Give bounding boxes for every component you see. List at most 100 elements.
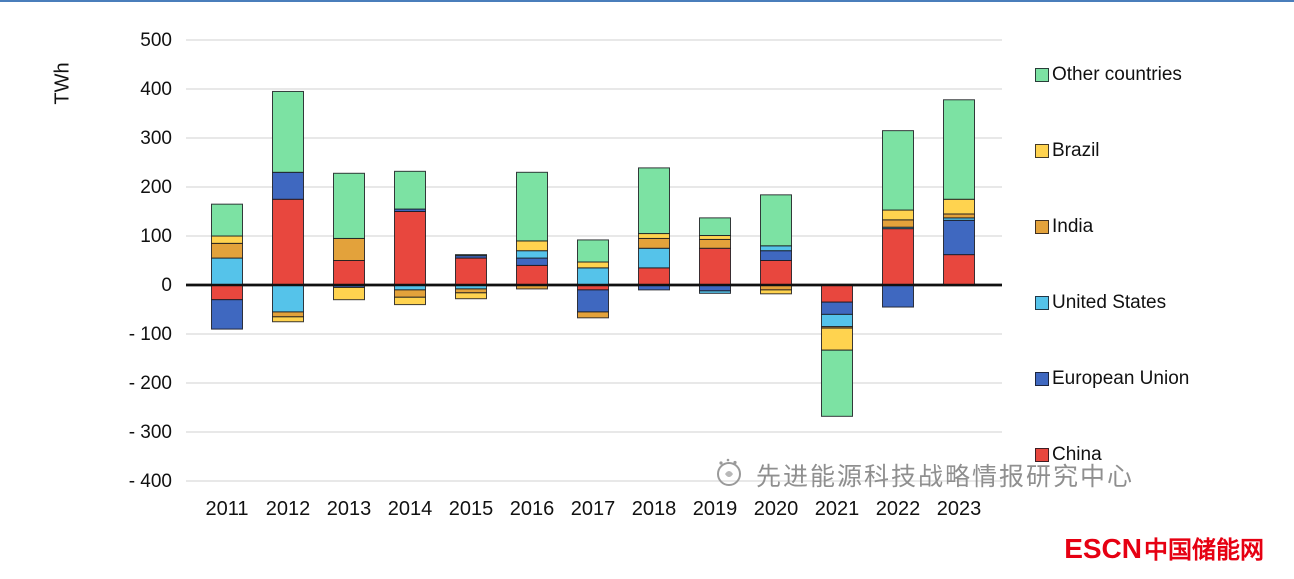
- bar-segment-european-union-2022: [882, 284, 914, 308]
- watermark-seal-icon: [712, 455, 746, 494]
- bar-segment-european-union-2021: [821, 301, 853, 315]
- legend-item-brazil: Brazil: [1035, 140, 1189, 162]
- bar-segment-brazil-2020: [760, 289, 792, 295]
- legend-item-china: China: [1035, 444, 1189, 466]
- legend-item-united-states: United States: [1035, 292, 1189, 314]
- x-tick-label: 2011: [205, 498, 248, 520]
- legend-item-european-union: European Union: [1035, 368, 1189, 390]
- bar-segment-china-2016: [516, 264, 548, 286]
- x-tick-label: 2015: [449, 498, 494, 520]
- y-tick-label: - 400: [129, 471, 172, 492]
- bar-segment-china-2015: [455, 257, 487, 286]
- bar-segment-brazil-2015: [455, 292, 487, 300]
- x-tick-label: 2023: [937, 498, 982, 520]
- legend-swatch-icon: [1035, 144, 1049, 158]
- x-tick-label: 2022: [876, 498, 921, 520]
- bar-segment-european-union-2017: [577, 289, 609, 313]
- bar-segment-other-countries-2016: [516, 171, 548, 242]
- footer-logo-cn: 中国储能网: [1144, 537, 1264, 564]
- bar-segment-other-countries-2013: [333, 172, 365, 239]
- bar-segment-india-2013: [333, 237, 365, 261]
- x-tick-label: 2019: [693, 498, 738, 520]
- x-tick-label: 2012: [266, 498, 311, 520]
- x-tick-label: 2020: [754, 498, 799, 520]
- bar-segment-china-2022: [882, 228, 914, 286]
- y-tick-label: 0: [161, 275, 172, 296]
- bar-segment-brazil-2023: [943, 198, 975, 215]
- legend-item-india: India: [1035, 216, 1189, 238]
- y-tick-label: 100: [140, 226, 172, 247]
- bar-segment-united-states-2021: [821, 313, 853, 328]
- bar-segment-european-union-2011: [211, 299, 243, 330]
- bar-segment-india-2023: [943, 213, 975, 219]
- bar-segment-india-2015: [455, 288, 487, 294]
- bar-segment-brazil-2011: [211, 235, 243, 244]
- legend-swatch-icon: [1035, 448, 1049, 462]
- bar-segment-china-2018: [638, 267, 670, 286]
- bar-segment-united-states-2020: [760, 245, 792, 252]
- bar-segment-other-countries-2021: [821, 349, 853, 417]
- legend-item-other-countries: Other countries: [1035, 64, 1189, 86]
- y-tick-label: 300: [140, 128, 172, 149]
- bar-segment-china-2013: [333, 260, 365, 286]
- bar-segment-china-2012: [272, 198, 304, 286]
- bar-segment-united-states-2012: [272, 284, 304, 313]
- legend-swatch-icon: [1035, 220, 1049, 234]
- bar-segment-india-2014: [394, 289, 426, 298]
- y-tick-label: - 300: [129, 422, 172, 443]
- bar-segment-other-countries-2018: [638, 167, 670, 235]
- legend-label: Other countries: [1052, 64, 1182, 85]
- bar-segment-india-2012: [272, 311, 304, 318]
- legend-swatch-icon: [1035, 68, 1049, 82]
- watermark: 先进能源科技战略情报研究中心: [712, 455, 1134, 494]
- bar-segment-other-countries-2014: [394, 170, 426, 210]
- chart-legend: Other countries Brazil India United States E…: [1035, 64, 1189, 466]
- x-tick-label: 2013: [327, 498, 372, 520]
- bar-segment-united-states-2011: [211, 257, 243, 286]
- bar-segment-brazil-2017: [577, 261, 609, 269]
- footer-logo-escn: ESCN: [1064, 533, 1142, 564]
- bar-segment-india-2018: [638, 237, 670, 249]
- x-tick-label: 2016: [510, 498, 555, 520]
- y-tick-label: 200: [140, 177, 172, 198]
- bar-segment-brazil-2019: [699, 235, 731, 240]
- bar-segment-european-union-2020: [760, 250, 792, 261]
- bar-segment-brazil-2021: [821, 327, 853, 351]
- x-tick-label: 2021: [815, 498, 860, 520]
- bar-segment-china-2020: [760, 260, 792, 286]
- bar-segment-china-2023: [943, 254, 975, 286]
- bar-segment-brazil-2012: [272, 316, 304, 323]
- bar-segment-united-states-2017: [577, 267, 609, 286]
- x-tick-label: 2018: [632, 498, 677, 520]
- y-tick-label: 400: [140, 79, 172, 100]
- bar-segment-united-states-2016: [516, 250, 548, 259]
- legend-label: United States: [1052, 292, 1167, 313]
- bar-segment-european-union-2023: [943, 219, 975, 256]
- legend-label: China: [1052, 444, 1102, 465]
- x-tick-label: 2014: [388, 498, 433, 520]
- bar-segment-china-2021: [821, 284, 853, 303]
- bar-segment-other-countries-2011: [211, 203, 243, 237]
- bar-segment-india-2011: [211, 242, 243, 259]
- bar-segment-other-countries-2017: [577, 239, 609, 263]
- legend-swatch-icon: [1035, 372, 1049, 386]
- bar-segment-china-2011: [211, 284, 243, 301]
- bar-segment-united-states-2019: [699, 290, 731, 294]
- legend-swatch-icon: [1035, 296, 1049, 310]
- y-tick-label: 500: [140, 30, 172, 51]
- watermark-text: 先进能源科技战略情报研究中心: [756, 462, 1135, 491]
- x-tick-label: 2017: [571, 498, 616, 520]
- bar-segment-brazil-2022: [882, 209, 914, 221]
- bar-segment-united-states-2018: [638, 247, 670, 269]
- top-border-line: [0, 0, 1294, 2]
- bar-segment-other-countries-2023: [943, 99, 975, 200]
- bar-segment-brazil-2016: [516, 240, 548, 252]
- bar-segment-other-countries-2019: [699, 217, 731, 237]
- y-tick-label: - 100: [129, 324, 172, 345]
- legend-label: Brazil: [1052, 140, 1100, 161]
- y-tick-label: - 200: [129, 373, 172, 394]
- bar-segment-other-countries-2020: [760, 194, 792, 247]
- bar-segment-european-union-2012: [272, 171, 304, 200]
- bar-segment-india-2022: [882, 219, 914, 228]
